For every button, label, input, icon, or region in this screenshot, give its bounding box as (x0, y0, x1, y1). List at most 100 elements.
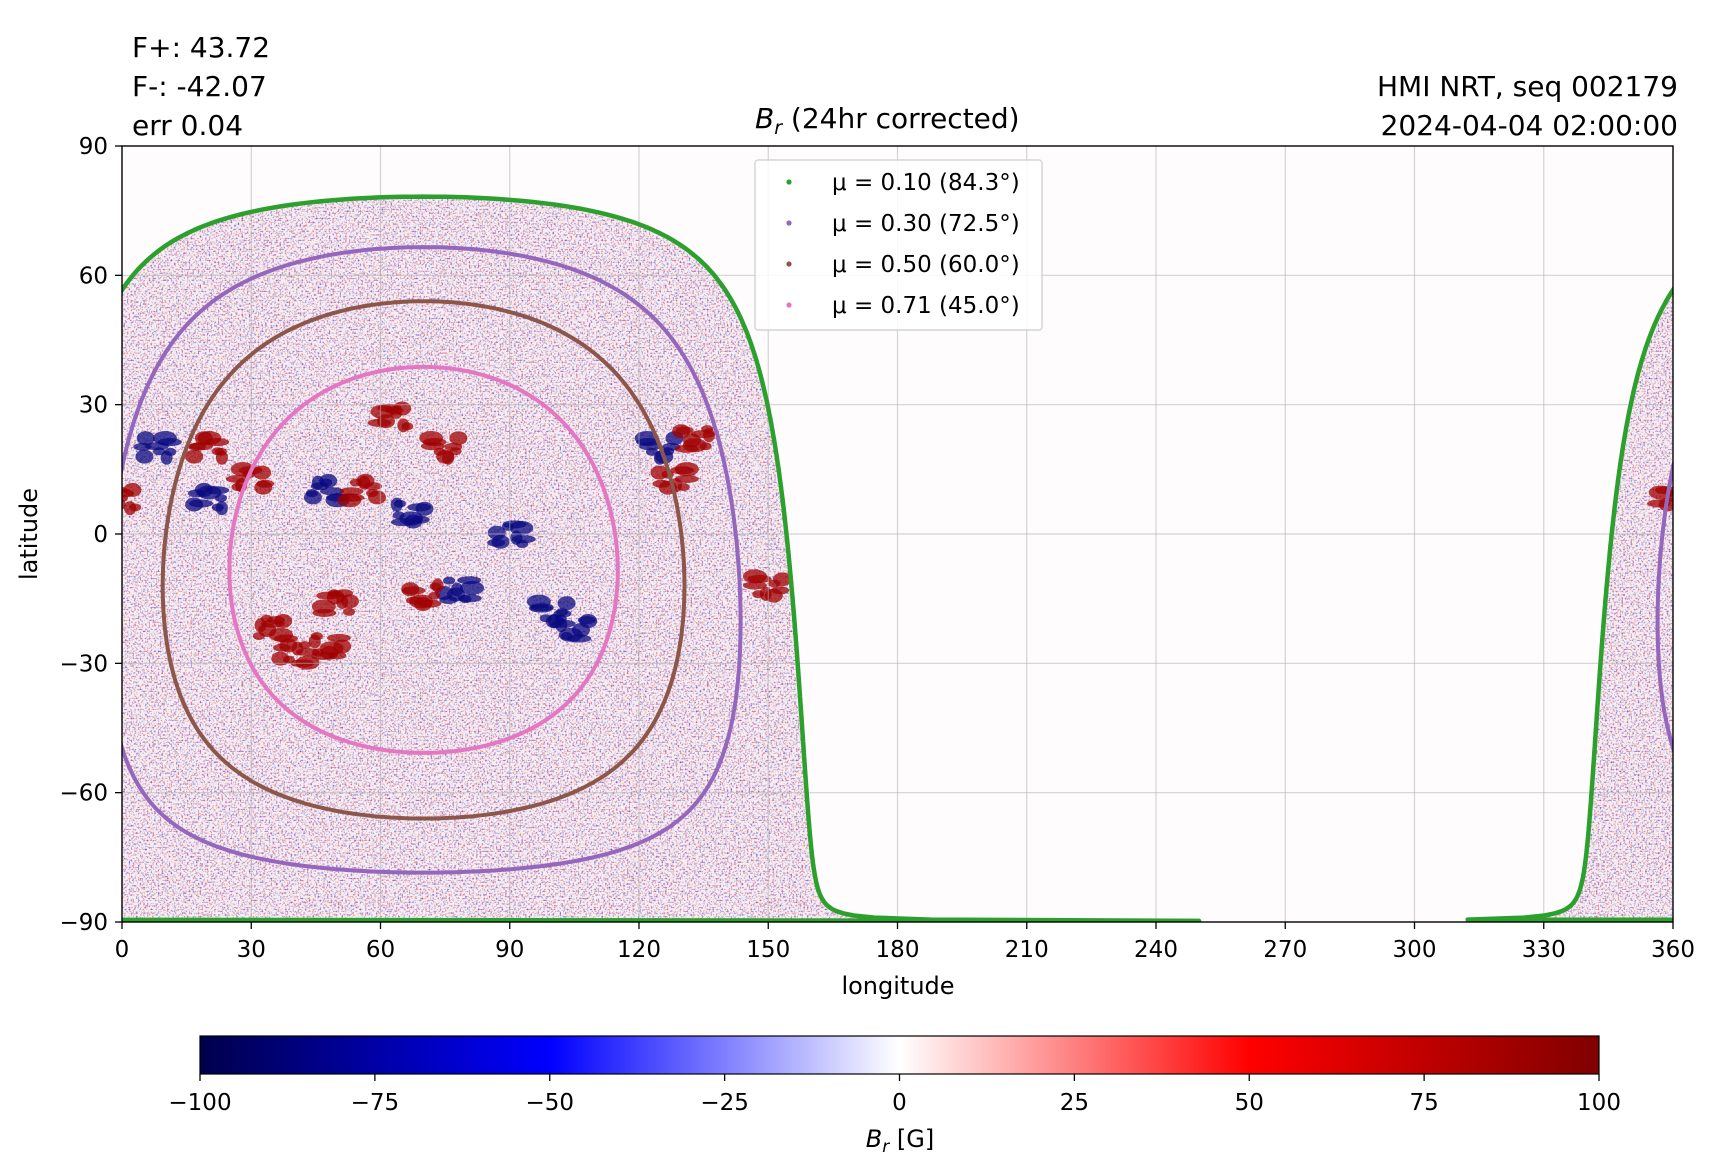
active-region-patch (555, 608, 568, 617)
active-region-patch (98, 485, 122, 499)
x-tick-label: 30 (237, 937, 266, 963)
active-region-patch (1715, 448, 1727, 456)
active-region-patch (401, 582, 420, 597)
active-region-patch (122, 497, 126, 512)
active-region-patch (252, 632, 265, 641)
mu-contour-0-10 (122, 194, 1202, 922)
active-region-patch (157, 438, 182, 447)
active-region-patch (557, 596, 576, 611)
x-tick-label: 210 (1005, 937, 1049, 963)
active-region-patch (205, 486, 230, 495)
active-region-patch (366, 489, 379, 498)
active-region-patch (268, 627, 293, 642)
mu-contour-0-10 (1465, 286, 1673, 922)
active-region-patch (436, 449, 455, 464)
active-region-patch (1675, 501, 1687, 515)
active-region-patch (1674, 483, 1692, 497)
active-region-patch (211, 447, 224, 456)
active-region-patch (460, 580, 485, 595)
active-region-patch (377, 403, 402, 412)
colorbar-tick-label: −75 (351, 1090, 400, 1116)
active-region-patch (742, 569, 767, 584)
active-region-patch (295, 655, 320, 670)
y-tick-label: 60 (79, 263, 108, 289)
y-axis-ticks: 90 60 30 0 −30 −60 −90 (59, 134, 122, 936)
active-region-patch (185, 497, 204, 512)
active-region-patch (429, 582, 442, 591)
title-sub: r (774, 117, 783, 139)
active-region-patch (699, 442, 712, 451)
y-tick-label: −90 (59, 910, 108, 936)
active-region-patch (153, 447, 166, 456)
cbar-label-unit: [G] (889, 1125, 934, 1152)
active-region-patch (501, 522, 514, 531)
y-tick-label: 30 (79, 393, 108, 419)
active-region-patch (509, 520, 534, 535)
colorbar-tick-label: 75 (1409, 1090, 1438, 1116)
colorbar-label: Br [G] (866, 1125, 934, 1152)
flux-error-text: err 0.04 (132, 109, 244, 142)
colorbar-tick-label: −50 (525, 1090, 574, 1116)
active-region-patch (211, 503, 224, 512)
legend-label: μ = 0.50 (60.0°) (832, 252, 1020, 278)
colorbar-tick-label: −25 (700, 1090, 749, 1116)
active-region-patch (310, 632, 323, 641)
active-region-patch (393, 499, 406, 508)
instrument-text: HMI NRT, seq 002179 (1376, 70, 1678, 103)
active-region-patch (1680, 503, 1692, 511)
active-region-patch (560, 632, 573, 641)
active-region-patch (129, 503, 142, 512)
active-region-patch (295, 648, 320, 657)
active-region-patch (764, 588, 783, 603)
x-tick-label: 90 (495, 937, 524, 963)
active-region-patch (422, 438, 447, 447)
flux-positive-text: F+: 43.72 (132, 31, 271, 64)
mu-contour-0-30 (122, 245, 743, 875)
active-region-patch (674, 474, 699, 483)
x-tick-label: 0 (115, 937, 130, 963)
active-region-patch (529, 604, 554, 613)
active-region-patch (417, 599, 442, 608)
active-region-patch (225, 474, 250, 483)
active-region-patch (449, 431, 468, 446)
active-region-patch (682, 438, 707, 453)
active-region-patch (391, 518, 416, 527)
datetime-text: 2024-04-04 02:00:00 (1380, 109, 1678, 142)
active-region-patch (690, 430, 715, 439)
active-region-patch (305, 489, 318, 498)
y-tick-label: −30 (59, 651, 108, 677)
active-region-patch (356, 473, 375, 488)
active-regions-a (98, 401, 792, 670)
x-tick-label: 240 (1134, 937, 1178, 963)
legend-marker (786, 302, 792, 308)
x-tick-label: 330 (1522, 937, 1566, 963)
active-region-patch (742, 581, 767, 590)
active-region-patch (376, 414, 395, 429)
colorbar-tick-label: 50 (1235, 1090, 1264, 1116)
active-region-patch (1696, 442, 1720, 450)
legend: μ = 0.10 (84.3°) μ = 0.30 (72.5°) μ = 0.50… (754, 159, 1043, 331)
flux-summary: F+: 43.72 F-: -42.07 err 0.04 (132, 28, 270, 145)
active-region-patch (457, 594, 482, 603)
x-tick-label: 270 (1263, 937, 1307, 963)
active-region-patch (185, 449, 204, 464)
active-region-patch (415, 501, 434, 516)
active-region-patch (342, 607, 355, 616)
active-region-patch (1688, 431, 1706, 445)
active-region-patch (1712, 451, 1724, 465)
flux-negative-text: F-: -42.07 (132, 70, 267, 103)
x-tick-label: 300 (1393, 937, 1437, 963)
x-tick-label: 180 (876, 937, 920, 963)
title-rest: (24hr corrected) (782, 102, 1020, 135)
active-region-patch (491, 534, 510, 549)
active-region-patch (279, 638, 298, 653)
mu-contour-0-71 (227, 364, 620, 755)
mu-contours (122, 194, 1728, 922)
active-region-patch (122, 489, 135, 498)
active-region-patch (187, 442, 206, 451)
mu-contour-0-50 (1714, 301, 1728, 818)
colorbar (199, 1035, 1600, 1075)
colorbar-ticks: −100 −75 −50 −25 0 25 50 75 100 (168, 1074, 1621, 1116)
active-region-patch (1686, 450, 1704, 464)
